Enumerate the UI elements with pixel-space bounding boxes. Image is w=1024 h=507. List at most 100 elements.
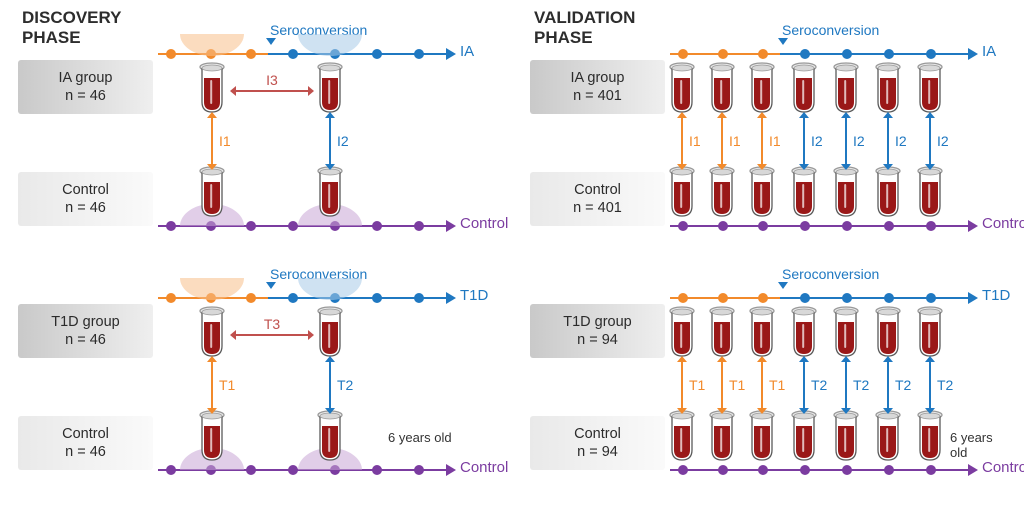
group-band-t1d: T1D group n = 46 (18, 304, 153, 358)
comparison-arrow-v: I1 (681, 118, 683, 164)
group-n: n = 94 (577, 443, 618, 461)
comparison-label: I2 (937, 133, 949, 149)
timeline-dot (926, 465, 936, 475)
timeline-dot (372, 465, 382, 475)
comparison-arrow-h: I3 (236, 90, 308, 92)
timeline-dot (800, 465, 810, 475)
group-n: n = 94 (577, 331, 618, 349)
comparison-arrow-v: I1 (761, 118, 763, 164)
comparison-label: I2 (853, 133, 865, 149)
blood-tube-icon (198, 62, 226, 114)
group-name: T1D group (563, 313, 632, 331)
timeline-dot (926, 49, 936, 59)
comparison-arrow-h: T3 (236, 334, 308, 336)
timeline-end-label: Control (460, 459, 508, 476)
comparison-arrow-v: I2 (803, 118, 805, 164)
group-band-control: Control n = 401 (530, 172, 665, 226)
timeline-dot (246, 221, 256, 231)
group-name: Control (62, 181, 109, 199)
blood-tube-icon (316, 166, 344, 218)
blood-tube-icon (708, 62, 736, 114)
comparison-label: T1 (689, 377, 705, 393)
group-n: n = 46 (65, 443, 106, 461)
seroconversion-label: Seroconversion (782, 22, 879, 38)
blood-tube-icon (748, 410, 776, 462)
blood-tube-icon (832, 62, 860, 114)
blood-tube-icon (790, 306, 818, 358)
group-band-control: Control n = 46 (18, 416, 153, 470)
blood-tube-icon (316, 306, 344, 358)
timeline-dot (926, 293, 936, 303)
timeline-end-label: Control (982, 215, 1024, 232)
group-name: T1D group (51, 313, 120, 331)
timeline-dot (678, 293, 688, 303)
blood-tube-icon (708, 306, 736, 358)
timeline-dot (800, 293, 810, 303)
six-years-label: 6 years old (950, 430, 1010, 460)
seroconversion-label: Seroconversion (782, 266, 879, 282)
blood-tube-icon (748, 166, 776, 218)
blood-tube-icon (874, 62, 902, 114)
group-n: n = 401 (573, 87, 622, 105)
comparison-arrow-v: I1 (211, 118, 213, 164)
timeline-end-label: T1D (460, 287, 488, 304)
blood-tube-icon (874, 410, 902, 462)
group-name: Control (62, 425, 109, 443)
comparison-arrow-v: I1 (721, 118, 723, 164)
timeline-dot (678, 49, 688, 59)
blood-tube-icon (916, 306, 944, 358)
group-band-ia: IA group n = 46 (18, 60, 153, 114)
timeline-arrow (968, 292, 978, 304)
timeline-dot (678, 221, 688, 231)
blood-tube-icon (874, 306, 902, 358)
timeline-dot (246, 293, 256, 303)
comparison-arrow-v: T2 (803, 362, 805, 408)
timeline-line (670, 225, 968, 227)
timeline-arrow (446, 48, 456, 60)
comparison-arrow-v: T1 (211, 362, 213, 408)
timeline-dot (288, 293, 298, 303)
comparison-label: I1 (689, 133, 701, 149)
timeline-dot (166, 293, 176, 303)
comparison-label: T3 (236, 316, 308, 332)
blood-tube-icon (198, 410, 226, 462)
blood-tube-icon (748, 306, 776, 358)
timeline-dot (414, 465, 424, 475)
comparison-arrow-v: T2 (329, 362, 331, 408)
validation-block-t1d: Seroconversion T1D group n = 94 Control … (530, 262, 1010, 492)
timeline-arrow (446, 220, 456, 232)
blood-tube-icon (916, 410, 944, 462)
timeline-arrow (968, 220, 978, 232)
timeline-dot (800, 221, 810, 231)
comparison-label: I1 (729, 133, 741, 149)
blood-tube-icon (668, 62, 696, 114)
group-name: IA group (570, 69, 624, 87)
timeline-line (670, 469, 968, 471)
group-n: n = 401 (573, 199, 622, 217)
timeline-dot (414, 293, 424, 303)
timeline-dot (718, 221, 728, 231)
timeline-dot (842, 221, 852, 231)
timeline-dot (758, 49, 768, 59)
timeline-end-label: IA (982, 43, 996, 60)
timeline-dot (166, 221, 176, 231)
comparison-label: T2 (937, 377, 953, 393)
comparison-label: I1 (219, 133, 231, 149)
blood-tube-icon (316, 410, 344, 462)
discovery-block-t1d: Seroconversion T1D group n = 46 Control … (18, 262, 498, 492)
validation-block-ia: Seroconversion IA group n = 401 Control … (530, 18, 1010, 248)
comparison-arrow-v: T2 (929, 362, 931, 408)
timeline-dot (926, 221, 936, 231)
timeline-dot (678, 465, 688, 475)
timeline-arrow (968, 48, 978, 60)
blood-tube-icon (748, 62, 776, 114)
timeline-dot (884, 221, 894, 231)
comparison-label: T2 (895, 377, 911, 393)
timeline-dot (288, 465, 298, 475)
comparison-arrow-v: T1 (721, 362, 723, 408)
comparison-arrow-v: T1 (761, 362, 763, 408)
comparison-label: I2 (895, 133, 907, 149)
timeline-dot (884, 465, 894, 475)
group-name: IA group (58, 69, 112, 87)
timeline-dot (414, 49, 424, 59)
